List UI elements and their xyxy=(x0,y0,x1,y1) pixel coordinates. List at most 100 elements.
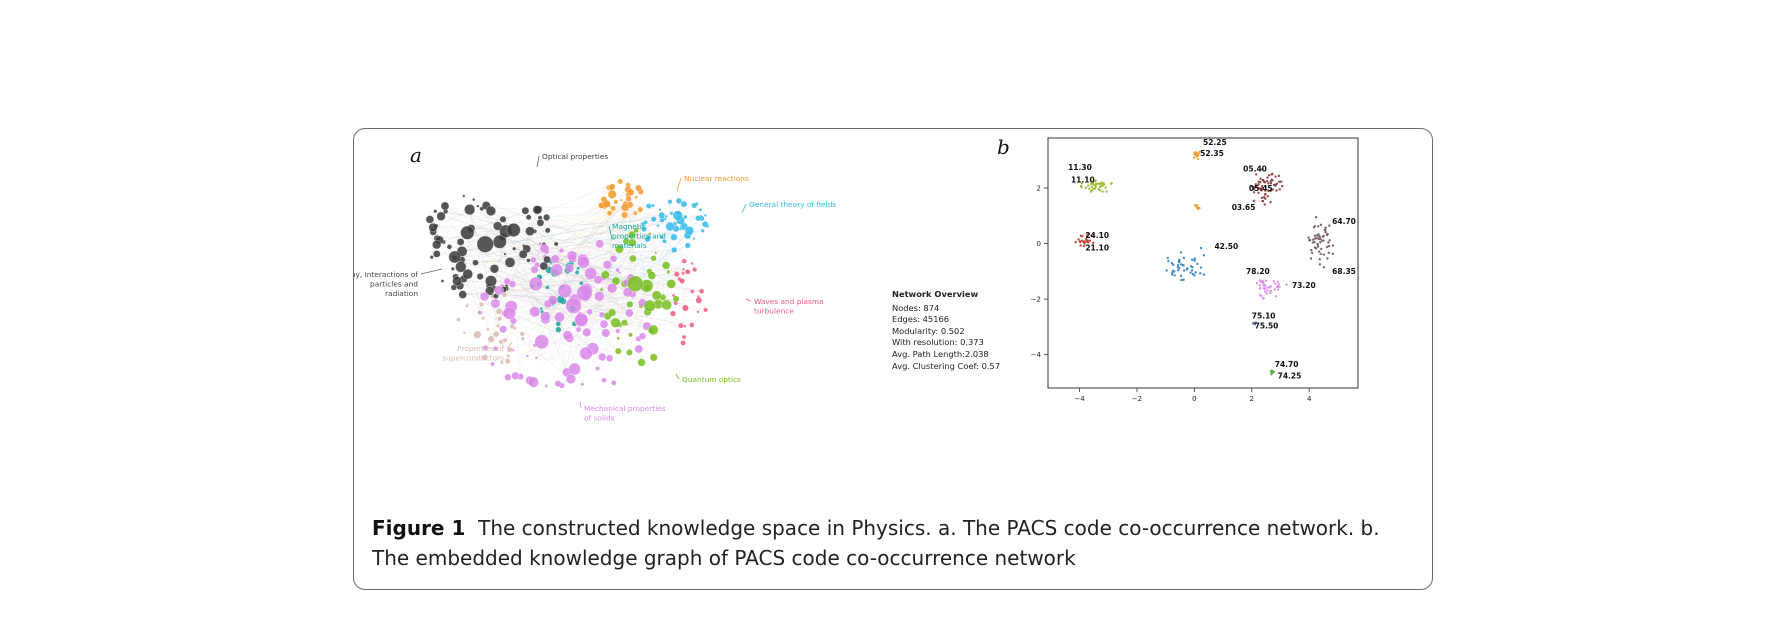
network-edge xyxy=(494,230,637,289)
network-node xyxy=(497,316,503,322)
network-node xyxy=(601,377,607,383)
network-edge xyxy=(601,205,620,250)
scatter-point xyxy=(1264,189,1267,192)
scatter-point xyxy=(1326,257,1329,260)
network-node xyxy=(669,211,674,216)
scatter-point xyxy=(1317,250,1321,253)
figure-caption: Figure 1 The constructed knowledge space… xyxy=(372,513,1412,573)
network-node xyxy=(607,283,618,294)
network-node xyxy=(634,344,643,354)
network-edge xyxy=(649,215,706,272)
scatter-point xyxy=(1252,199,1256,203)
scatter-point xyxy=(1083,240,1086,243)
scatter-point xyxy=(1255,281,1259,285)
network-node xyxy=(506,346,513,353)
network-node xyxy=(539,307,543,311)
network-edge xyxy=(496,233,651,335)
network-edge xyxy=(585,296,628,325)
network-node xyxy=(678,322,684,329)
scatter-point xyxy=(1252,191,1256,194)
network-edge xyxy=(523,254,559,266)
network-edge xyxy=(554,203,626,274)
network-node xyxy=(648,232,652,236)
point-annotation: 52.35 xyxy=(1200,149,1224,158)
network-node xyxy=(472,259,479,266)
scatter-point xyxy=(1171,269,1175,272)
network-node xyxy=(477,310,482,315)
network-node xyxy=(599,319,609,329)
network-node xyxy=(456,317,461,322)
network-node xyxy=(432,240,442,250)
point-annotations: 52.25 52.35 11.30 11.10 05.40 05.45 03.65 64.70… xyxy=(1068,138,1356,380)
scatter-point xyxy=(1322,266,1326,269)
network-node xyxy=(460,225,475,240)
point-annotation: 74.70 xyxy=(1275,360,1299,369)
x-tick-label: −2 xyxy=(1132,395,1142,403)
network-node xyxy=(506,223,521,237)
network-node xyxy=(692,267,698,273)
network-edge xyxy=(490,210,650,235)
network-node xyxy=(490,361,495,367)
network-node xyxy=(462,194,466,198)
scatter-point xyxy=(1272,279,1275,283)
scatter-point xyxy=(1254,185,1257,189)
y-tick-label: −2 xyxy=(1031,296,1041,304)
y-tick-label: −4 xyxy=(1031,351,1042,359)
network-node xyxy=(485,205,496,216)
network-node xyxy=(528,376,539,388)
network-edge xyxy=(489,290,692,326)
network-node xyxy=(550,263,563,277)
network-node xyxy=(525,226,535,236)
scatter-point xyxy=(1193,151,1196,154)
network-edge xyxy=(429,219,579,330)
scatter-point xyxy=(1319,237,1322,241)
scatter-point xyxy=(1277,174,1281,178)
network-node xyxy=(633,227,639,234)
network-node xyxy=(539,261,548,271)
network-node xyxy=(680,200,688,208)
scatter-point xyxy=(1273,288,1276,291)
scatter-point xyxy=(1261,178,1265,182)
network-edge xyxy=(509,329,559,350)
point-annotation: 03.65 xyxy=(1232,203,1256,212)
network-edge xyxy=(459,253,619,352)
scatter-point xyxy=(1197,152,1200,155)
scatter-point xyxy=(1278,188,1281,191)
scatter-point xyxy=(1276,288,1280,291)
network-node xyxy=(574,312,589,327)
scatter-point xyxy=(1094,179,1097,182)
network-edge xyxy=(488,275,652,288)
scatter-point xyxy=(1199,272,1202,275)
network-node xyxy=(650,216,657,222)
scatter-point xyxy=(1268,286,1271,289)
scatter-point xyxy=(1261,199,1264,203)
scatter-point xyxy=(1267,182,1270,185)
network-node xyxy=(627,188,635,196)
network-edge xyxy=(640,306,643,337)
scatter-point xyxy=(1331,244,1335,247)
scatter-point xyxy=(1269,289,1272,293)
network-node xyxy=(554,380,562,387)
network-node xyxy=(684,242,691,249)
network-node xyxy=(602,260,612,270)
network-node xyxy=(476,204,480,208)
network-edge xyxy=(547,303,568,373)
scatter-point xyxy=(1195,155,1198,158)
scatter-point xyxy=(1260,189,1263,192)
network-edge xyxy=(454,257,620,326)
scatter-point xyxy=(1195,203,1199,207)
network-node xyxy=(675,197,682,204)
scatter-point xyxy=(1312,238,1315,241)
scatter-point xyxy=(1270,371,1274,375)
network-edge xyxy=(554,214,625,274)
network-edge xyxy=(601,282,628,315)
network-node xyxy=(658,211,666,219)
scatter-point xyxy=(1176,263,1180,267)
network-node xyxy=(651,290,662,301)
label-leader-line xyxy=(420,268,443,275)
network-node xyxy=(683,214,688,220)
scatter-point xyxy=(1316,245,1320,248)
scatter-point xyxy=(1316,243,1319,246)
scatter-point xyxy=(1324,226,1327,229)
scatter-point xyxy=(1082,244,1086,248)
